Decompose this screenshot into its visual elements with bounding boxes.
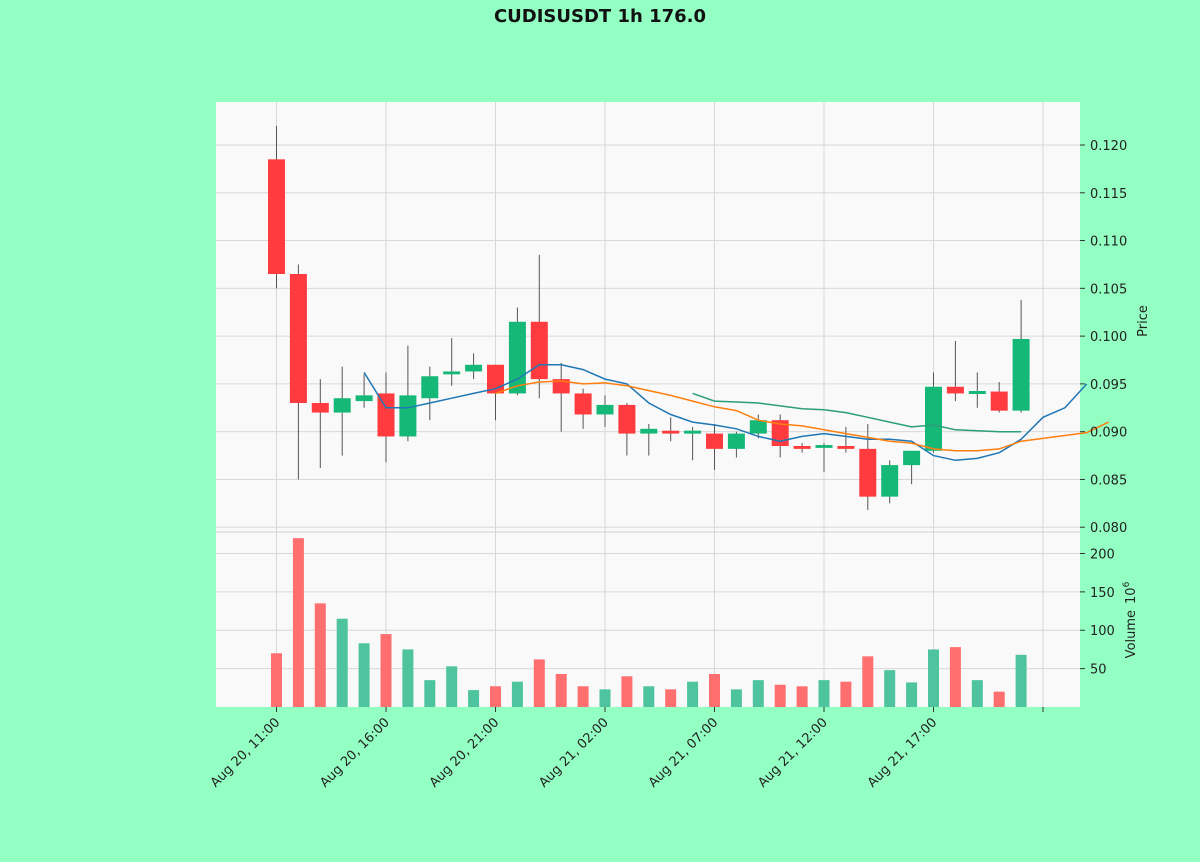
candle-body bbox=[837, 446, 855, 449]
volume-bar bbox=[796, 686, 808, 707]
time-tick-label: Aug 21, 17:00 bbox=[865, 715, 941, 791]
candle-body bbox=[289, 274, 307, 403]
candle-body bbox=[1012, 338, 1030, 411]
volume-bar bbox=[840, 681, 852, 707]
volume-bar bbox=[730, 689, 742, 707]
price-tick-label: 0.105 bbox=[1090, 282, 1127, 297]
candle-body bbox=[968, 390, 986, 394]
volume-bars bbox=[271, 538, 1027, 707]
candle-body bbox=[684, 430, 702, 434]
volume-bar bbox=[599, 689, 611, 707]
candle-body bbox=[355, 395, 373, 402]
moving-average-line-ma_mid bbox=[495, 380, 1110, 452]
volume-bar bbox=[292, 538, 304, 707]
candle-body bbox=[640, 428, 658, 434]
candle-body bbox=[311, 403, 329, 413]
candle-body bbox=[530, 321, 548, 380]
volume-bar bbox=[1015, 654, 1027, 707]
candle-body bbox=[618, 404, 636, 434]
moving-average-lines bbox=[363, 364, 1110, 462]
candles bbox=[268, 125, 1030, 511]
volume-bar bbox=[643, 686, 655, 707]
time-tick-label: Aug 20, 11:00 bbox=[208, 715, 284, 791]
volume-bar bbox=[271, 653, 282, 707]
price-panel bbox=[216, 102, 1080, 532]
price-tick-label: 0.110 bbox=[1090, 235, 1127, 250]
price-tick-label: 0.100 bbox=[1090, 330, 1127, 345]
volume-bar bbox=[818, 680, 830, 707]
volume-bar bbox=[314, 603, 326, 707]
candle-body bbox=[925, 386, 942, 451]
volume-bar bbox=[490, 686, 501, 707]
volume-bar bbox=[380, 634, 392, 707]
moving-average-line-ma_short bbox=[363, 364, 1088, 462]
candle-body bbox=[552, 379, 570, 394]
volume-bar bbox=[358, 643, 370, 707]
candle-body bbox=[946, 386, 964, 394]
candle-body bbox=[596, 404, 614, 415]
candle-body bbox=[268, 159, 285, 274]
volume-bar bbox=[687, 681, 699, 707]
moving-average-line-ma_long bbox=[692, 392, 1022, 433]
candle-body bbox=[727, 433, 745, 449]
volume-tick-label: 200 bbox=[1090, 547, 1115, 562]
candle-body bbox=[574, 393, 592, 415]
candle-body bbox=[662, 430, 680, 434]
candle-body bbox=[859, 448, 877, 497]
volume-bar bbox=[993, 691, 1005, 707]
volume-bar bbox=[709, 673, 720, 707]
volume-bar bbox=[906, 682, 918, 707]
volume-bar bbox=[752, 680, 764, 707]
volume-bar bbox=[511, 681, 523, 707]
candle-body bbox=[399, 395, 417, 437]
candle-body bbox=[377, 393, 395, 437]
candle-body bbox=[706, 433, 723, 449]
volume-bar bbox=[949, 647, 961, 707]
volume-bar bbox=[774, 684, 786, 707]
volume-axis-title: Volume106 bbox=[1122, 581, 1139, 658]
price-tick-label: 0.120 bbox=[1090, 139, 1127, 154]
price-tick-label: 0.090 bbox=[1090, 426, 1127, 441]
price-tick-label: 0.080 bbox=[1090, 521, 1127, 536]
time-tick-label: Aug 21, 02:00 bbox=[536, 715, 612, 791]
time-tick-label: Aug 20, 21:00 bbox=[427, 715, 503, 791]
volume-bar bbox=[336, 618, 348, 707]
price-tick-label: 0.085 bbox=[1090, 473, 1127, 488]
candle-body bbox=[903, 450, 921, 466]
volume-tick-label: 50 bbox=[1090, 663, 1107, 678]
candle-body bbox=[333, 398, 351, 413]
candle-body bbox=[749, 420, 767, 434]
volume-bar bbox=[665, 689, 677, 707]
candle-body bbox=[443, 371, 461, 375]
volume-bar bbox=[577, 686, 589, 707]
candle-body bbox=[990, 391, 1008, 411]
volume-bar bbox=[446, 666, 458, 707]
candle-body bbox=[465, 364, 483, 372]
volume-tick-label: 100 bbox=[1090, 624, 1115, 639]
candle-body bbox=[421, 376, 439, 399]
price-tick-label: 0.115 bbox=[1090, 187, 1127, 202]
chart-title: CUDISUSDT 1h 176.0 bbox=[493, 6, 707, 27]
volume-bar bbox=[862, 656, 874, 707]
price-axis-title: Price bbox=[1136, 305, 1151, 337]
volume-bar bbox=[424, 680, 436, 707]
volume-tick-label: 150 bbox=[1090, 586, 1115, 601]
candle-body bbox=[508, 321, 526, 394]
volume-bar bbox=[621, 676, 633, 707]
price-tick-label: 0.095 bbox=[1090, 378, 1127, 393]
volume-bar bbox=[971, 680, 983, 707]
volume-bar bbox=[928, 649, 939, 707]
volume-bar bbox=[555, 673, 567, 707]
volume-bar bbox=[468, 690, 480, 707]
volume-bar bbox=[884, 670, 896, 707]
volume-bar bbox=[402, 649, 414, 707]
candle-body bbox=[793, 446, 811, 449]
candle-body bbox=[881, 465, 899, 497]
candle-body bbox=[815, 445, 833, 448]
volume-bar bbox=[533, 659, 545, 707]
time-tick-label: Aug 20, 16:00 bbox=[317, 715, 393, 791]
time-tick-label: Aug 21, 07:00 bbox=[646, 715, 722, 791]
time-tick-label: Aug 21, 12:00 bbox=[755, 715, 831, 791]
